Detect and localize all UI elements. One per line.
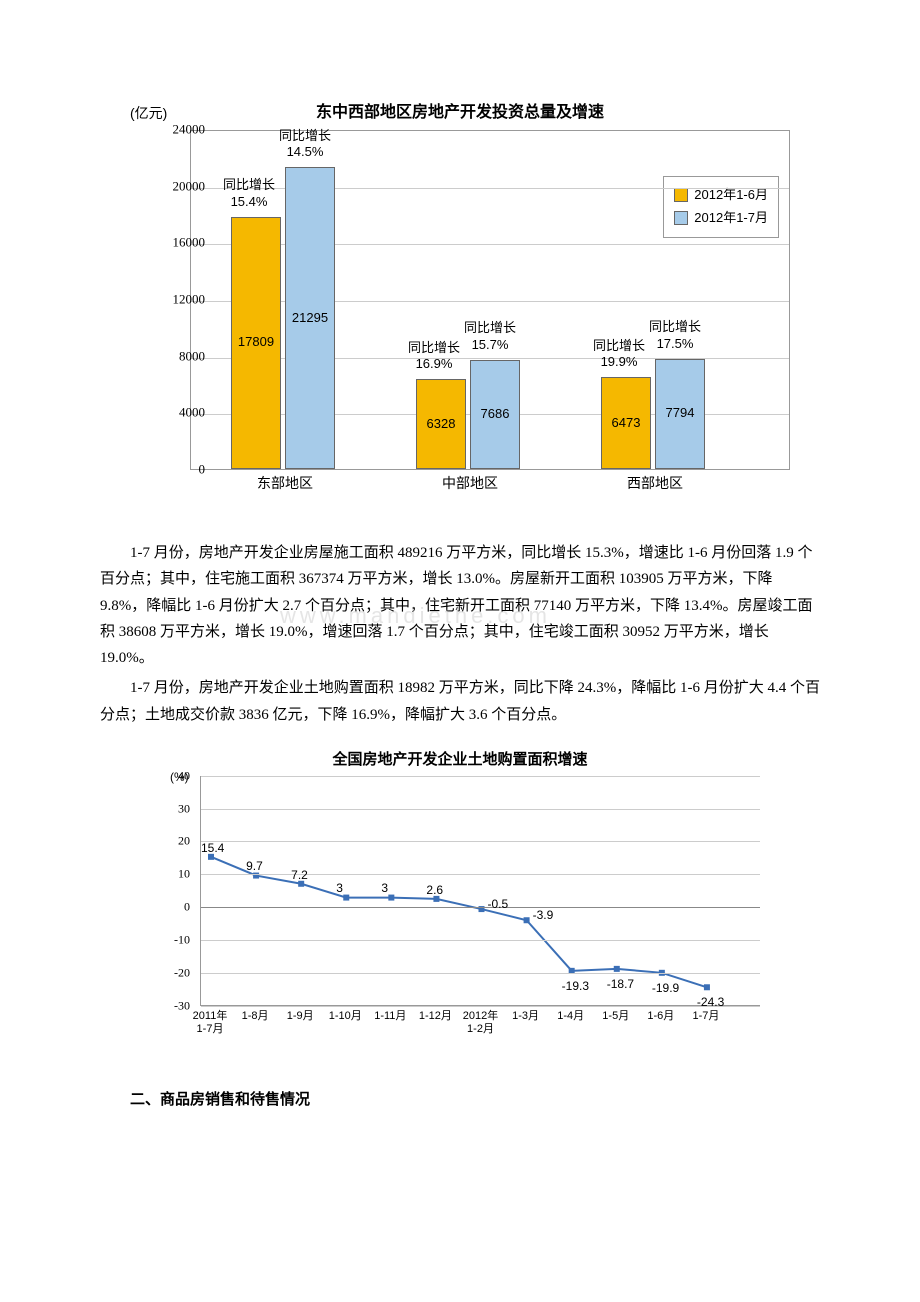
bar-chart-container: (亿元) 东中西部地区房地产开发投资总量及增速 2012年1-6月 2012年1… — [100, 100, 820, 520]
section-heading: 二、商品房销售和待售情况 — [100, 1088, 820, 1112]
growth-label: 同比增长17.5% — [649, 319, 701, 353]
x-tick: 2011年1-7月 — [185, 1010, 235, 1036]
text-block: 1-7 月份，房地产开发企业房屋施工面积 489216 万平方米，同比增长 15… — [100, 540, 820, 728]
legend-swatch — [674, 211, 688, 225]
x-axis-label: 中部地区 — [410, 472, 530, 494]
growth-label: 同比增长19.9% — [593, 338, 645, 372]
point-label: 3 — [336, 879, 343, 898]
x-tick: 1-12月 — [410, 1010, 460, 1023]
point-label: 15.4 — [201, 839, 224, 858]
bar: 7686 — [470, 360, 520, 469]
x-tick: 1-3月 — [501, 1010, 551, 1023]
point-label: -19.9 — [652, 979, 679, 998]
x-axis-label: 东部地区 — [225, 472, 345, 494]
growth-label: 同比增长14.5% — [279, 128, 331, 162]
line-chart: 全国房地产开发企业土地购置面积增速 (%) 15.49.77.2332.6-0.… — [140, 748, 780, 1058]
legend: 2012年1-6月 2012年1-7月 — [663, 176, 779, 238]
bar: 6473 — [601, 377, 651, 469]
x-axis-label: 西部地区 — [595, 472, 715, 494]
legend-swatch — [674, 188, 688, 202]
point-label: 3 — [381, 879, 388, 898]
point-label: -3.9 — [533, 906, 554, 925]
growth-label: 同比增长15.4% — [223, 177, 275, 211]
bar: 6328 — [416, 379, 466, 469]
x-tick: 1-10月 — [320, 1010, 370, 1023]
x-tick: 1-9月 — [275, 1010, 325, 1023]
growth-label: 同比增长16.9% — [408, 340, 460, 374]
legend-label: 2012年1-7月 — [694, 208, 768, 229]
x-tick: 1-6月 — [636, 1010, 686, 1023]
line-chart-title: 全国房地产开发企业土地购置面积增速 — [140, 748, 780, 772]
bar-plot-area: 2012年1-6月 2012年1-7月 1780921295同比增长15.4%同… — [190, 130, 790, 470]
line-svg — [201, 776, 760, 1005]
paragraph: 1-7 月份，房地产开发企业土地购置面积 18982 万平方米，同比下降 24.… — [100, 675, 820, 728]
legend-item: 2012年1-7月 — [674, 208, 768, 229]
bar: 7794 — [655, 359, 705, 469]
bar-chart: (亿元) 东中西部地区房地产开发投资总量及增速 2012年1-6月 2012年1… — [110, 100, 810, 520]
point-label: -19.3 — [562, 977, 589, 996]
x-tick: 1-8月 — [230, 1010, 280, 1023]
x-tick: 1-7月 — [681, 1010, 731, 1023]
line-plot-area: 15.49.77.2332.6-0.5-3.9-19.3-18.7-19.9-2… — [200, 776, 760, 1006]
x-tick: 1-11月 — [365, 1010, 415, 1023]
bar: 21295 — [285, 167, 335, 469]
x-tick: 2012年1-2月 — [456, 1010, 506, 1036]
paragraph: 1-7 月份，房地产开发企业房屋施工面积 489216 万平方米，同比增长 15… — [100, 540, 820, 671]
growth-label: 同比增长15.7% — [464, 320, 516, 354]
x-tick: 1-4月 — [546, 1010, 596, 1023]
x-tick: 1-5月 — [591, 1010, 641, 1023]
point-label: 2.6 — [426, 881, 443, 900]
point-label: 7.2 — [291, 866, 308, 885]
point-label: -18.7 — [607, 975, 634, 994]
bar-chart-title: 东中西部地区房地产开发投资总量及增速 — [110, 100, 810, 126]
point-label: -0.5 — [488, 895, 509, 914]
point-label: 9.7 — [246, 857, 263, 876]
bar: 17809 — [231, 217, 281, 469]
